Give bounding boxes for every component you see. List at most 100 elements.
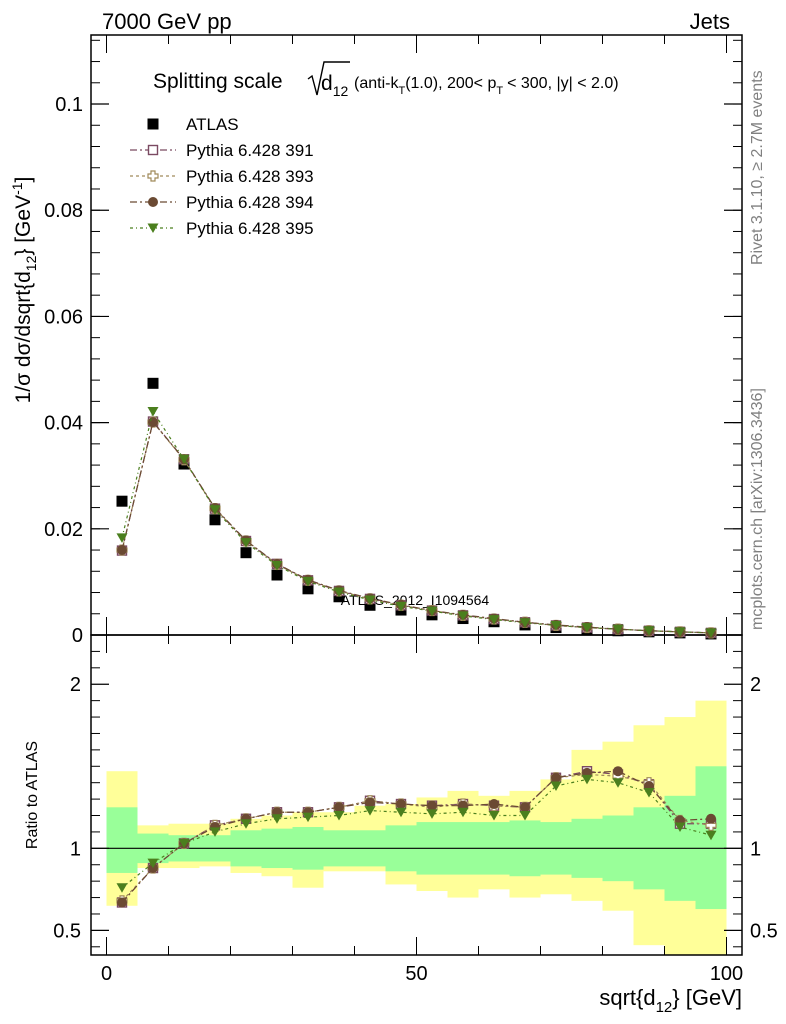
ratio-point-p394 — [706, 813, 716, 824]
ratio-point-p394 — [613, 766, 623, 777]
header-left: 7000 GeV pp — [102, 9, 232, 34]
ratio-y-tick-label: 2 — [70, 674, 81, 696]
ratio-point-p395 — [116, 883, 128, 893]
ratio-point-p394 — [365, 797, 375, 808]
main-point-atlas — [240, 547, 252, 559]
main-point-p395 — [612, 624, 624, 635]
main-point-p395 — [705, 628, 717, 638]
analysis-watermark: ATLAS_2012_I1094564 — [341, 592, 490, 608]
ratio-series-group — [116, 766, 717, 908]
main-point-p395 — [674, 627, 686, 637]
ratio-point-p395 — [147, 858, 159, 869]
main-y-tick-label: 0.04 — [44, 413, 83, 435]
main-point-p395 — [457, 611, 469, 621]
ratio-point-p394 — [334, 802, 344, 813]
main-point-p395 — [240, 538, 252, 548]
plot-title: Splitting scale — [153, 70, 283, 93]
ratio-point-p395 — [240, 819, 252, 829]
main-series-line-p394 — [121, 420, 712, 634]
title-sqrt-variable: d12 — [321, 72, 348, 99]
legend-marker-p393 — [147, 170, 159, 182]
ratio-point-p395 — [519, 811, 531, 821]
x-axis-label: sqrt{d12} [GeV] — [599, 985, 742, 1016]
ratio-point-p395 — [302, 812, 314, 823]
main-point-p395 — [550, 620, 562, 631]
ratio-point-p395 — [209, 827, 221, 837]
ratio-y-tick-label-right: 1 — [750, 838, 761, 860]
ratio-point-p395 — [364, 806, 376, 816]
ratio-point-p394 — [396, 799, 406, 810]
ratio-point-p395 — [674, 822, 686, 832]
ratio-point-p395 — [550, 781, 562, 791]
main-y-tick-label: 0.06 — [44, 306, 83, 328]
ratio-y-axis-label: Ratio to ATLAS — [24, 741, 41, 849]
main-point-p395 — [395, 601, 407, 612]
ratio-y-tick-label: 0.5 — [53, 920, 81, 942]
main-y-tick-label: 0.02 — [44, 519, 83, 541]
main-point-p394 — [148, 417, 158, 428]
ratio-point-p394 — [520, 802, 530, 813]
legend-marker-p394 — [148, 197, 158, 207]
main-point-p395 — [271, 560, 283, 571]
main-point-atlas — [302, 583, 314, 595]
main-series-group — [116, 377, 717, 640]
x-tick-label: 50 — [405, 963, 427, 985]
main-y-tick-label: 0.08 — [44, 200, 83, 222]
sqrt-sign — [307, 61, 350, 96]
ratio-y-axis: 0.5 0.5 1 1 2 2 — [53, 650, 778, 948]
x-axis: 0 50 100 — [101, 35, 743, 985]
main-y-axis: 0 0.02 0.04 0.06 0.08 0.1 — [44, 39, 742, 647]
ratio-point-p395 — [581, 774, 593, 785]
main-point-p395 — [643, 626, 655, 636]
ratio-point-p395 — [488, 811, 500, 821]
ratio-point-p394 — [117, 897, 127, 908]
ratio-point-p395 — [271, 814, 283, 824]
ratio-band-inner — [106, 807, 138, 873]
rivet-version-label: Rivet 3.1.10, ≥ 2.7M events — [749, 70, 766, 265]
ratio-point-p394 — [551, 772, 561, 783]
ratio-point-p394 — [489, 799, 499, 810]
ratio-point-p395 — [178, 838, 190, 849]
main-point-p395 — [519, 618, 531, 628]
main-point-p395 — [178, 454, 190, 465]
legend-label-p393: Pythia 6.428 393 — [186, 167, 314, 186]
ratio-point-p395 — [643, 788, 655, 798]
mcplots-reference-label: mcplots.cern.ch [arXiv:1306.3436] — [749, 388, 766, 630]
legend: ATLAS Pythia 6.428 391 Pythia 6.428 393 Pyt… — [130, 115, 314, 238]
main-y-tick-label: 0.1 — [55, 94, 83, 116]
ratio-point-p395 — [612, 778, 624, 788]
main-point-p395 — [333, 587, 345, 597]
main-point-p395 — [364, 595, 376, 605]
main-point-p394 — [117, 545, 127, 556]
main-point-atlas — [364, 599, 376, 611]
legend-label-p394: Pythia 6.428 394 — [186, 193, 314, 212]
ratio-y-tick-label-right: 2 — [750, 674, 761, 696]
ratio-y-tick-label-right: 0.5 — [750, 920, 778, 942]
main-point-atlas — [209, 514, 221, 526]
main-point-p395 — [147, 406, 159, 417]
title-prefix: Splitting scale — [153, 70, 283, 93]
header-right: Jets — [690, 9, 730, 34]
ratio-point-p395 — [395, 807, 407, 818]
ratio-point-p395 — [457, 807, 469, 818]
ratio-point-p395 — [705, 830, 717, 841]
main-point-atlas — [271, 569, 283, 581]
ratio-point-p395 — [333, 811, 345, 821]
ratio-point-p394 — [427, 800, 437, 811]
main-y-tick-label: 0 — [72, 625, 83, 647]
main-point-p395 — [488, 615, 500, 625]
legend-marker-p395 — [147, 223, 159, 233]
legend-label-p391: Pythia 6.428 391 — [186, 141, 314, 160]
main-point-atlas — [147, 377, 159, 389]
legend-label-atlas: ATLAS — [186, 115, 239, 134]
ratio-point-p395 — [426, 809, 438, 819]
ratio-series-line-p395 — [121, 778, 712, 889]
ratio-y-tick-label: 1 — [70, 838, 81, 860]
main-point-p395 — [302, 576, 314, 587]
main-point-p395 — [209, 505, 221, 515]
ratio-uncertainty-bands — [106, 700, 727, 955]
main-point-atlas — [116, 495, 128, 507]
legend-marker-atlas — [147, 118, 159, 130]
main-point-p395 — [116, 533, 128, 543]
